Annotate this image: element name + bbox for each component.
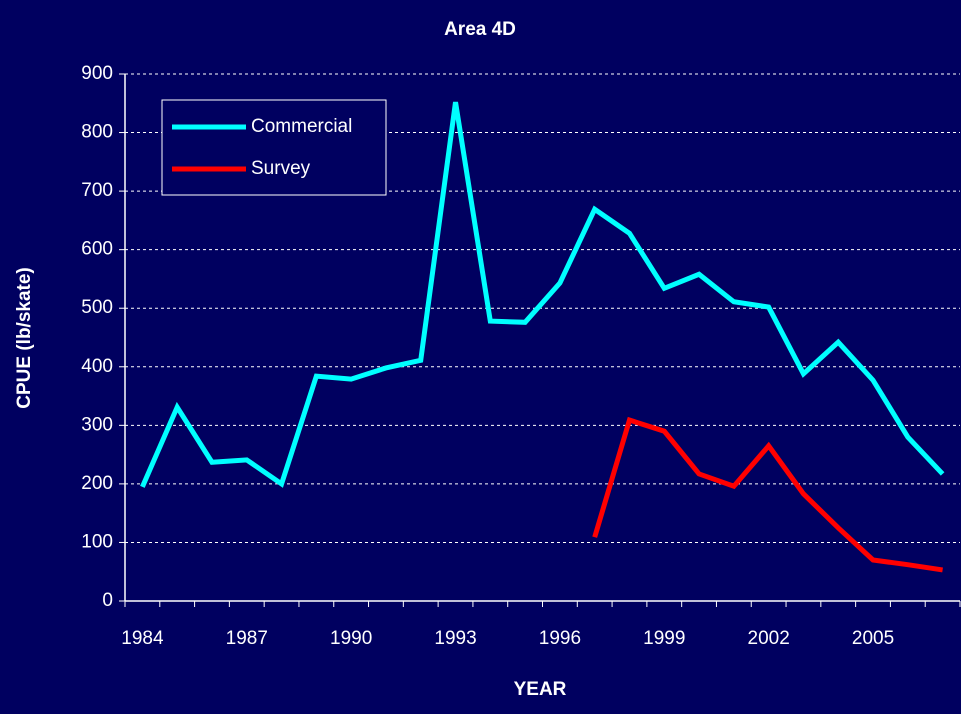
- y-tick-label: 300: [81, 414, 113, 435]
- y-tick-label: 200: [81, 473, 113, 494]
- y-tick-label: 700: [81, 180, 113, 201]
- x-tick-label: 1987: [226, 628, 268, 649]
- y-axis-title: CPUE (lb/skate): [14, 267, 35, 408]
- x-tick-label: 1990: [330, 628, 372, 649]
- y-tick-label: 900: [81, 63, 113, 84]
- y-tick-label: 0: [102, 590, 113, 611]
- series-line: [140, 101, 945, 488]
- y-tick-label: 100: [81, 531, 113, 552]
- legend-box: [161, 99, 387, 196]
- series-line: [592, 416, 943, 573]
- x-tick-label: 1984: [121, 628, 164, 649]
- y-tick-label: 500: [81, 297, 113, 318]
- x-axis-title: YEAR: [514, 679, 567, 700]
- y-tick-label: 600: [81, 239, 113, 260]
- x-tick-label: 2002: [748, 628, 790, 649]
- x-tick-label: 1999: [643, 628, 685, 649]
- x-tick-label: 2005: [852, 628, 894, 649]
- chart-title: Area 4D: [444, 19, 516, 40]
- y-tick-label: 400: [81, 356, 113, 377]
- legend-label: Survey: [251, 158, 311, 179]
- legend-label: Commercial: [251, 116, 352, 137]
- x-tick-label: 1996: [539, 628, 581, 649]
- y-tick-label: 800: [81, 122, 113, 143]
- x-tick-label: 1993: [434, 628, 476, 649]
